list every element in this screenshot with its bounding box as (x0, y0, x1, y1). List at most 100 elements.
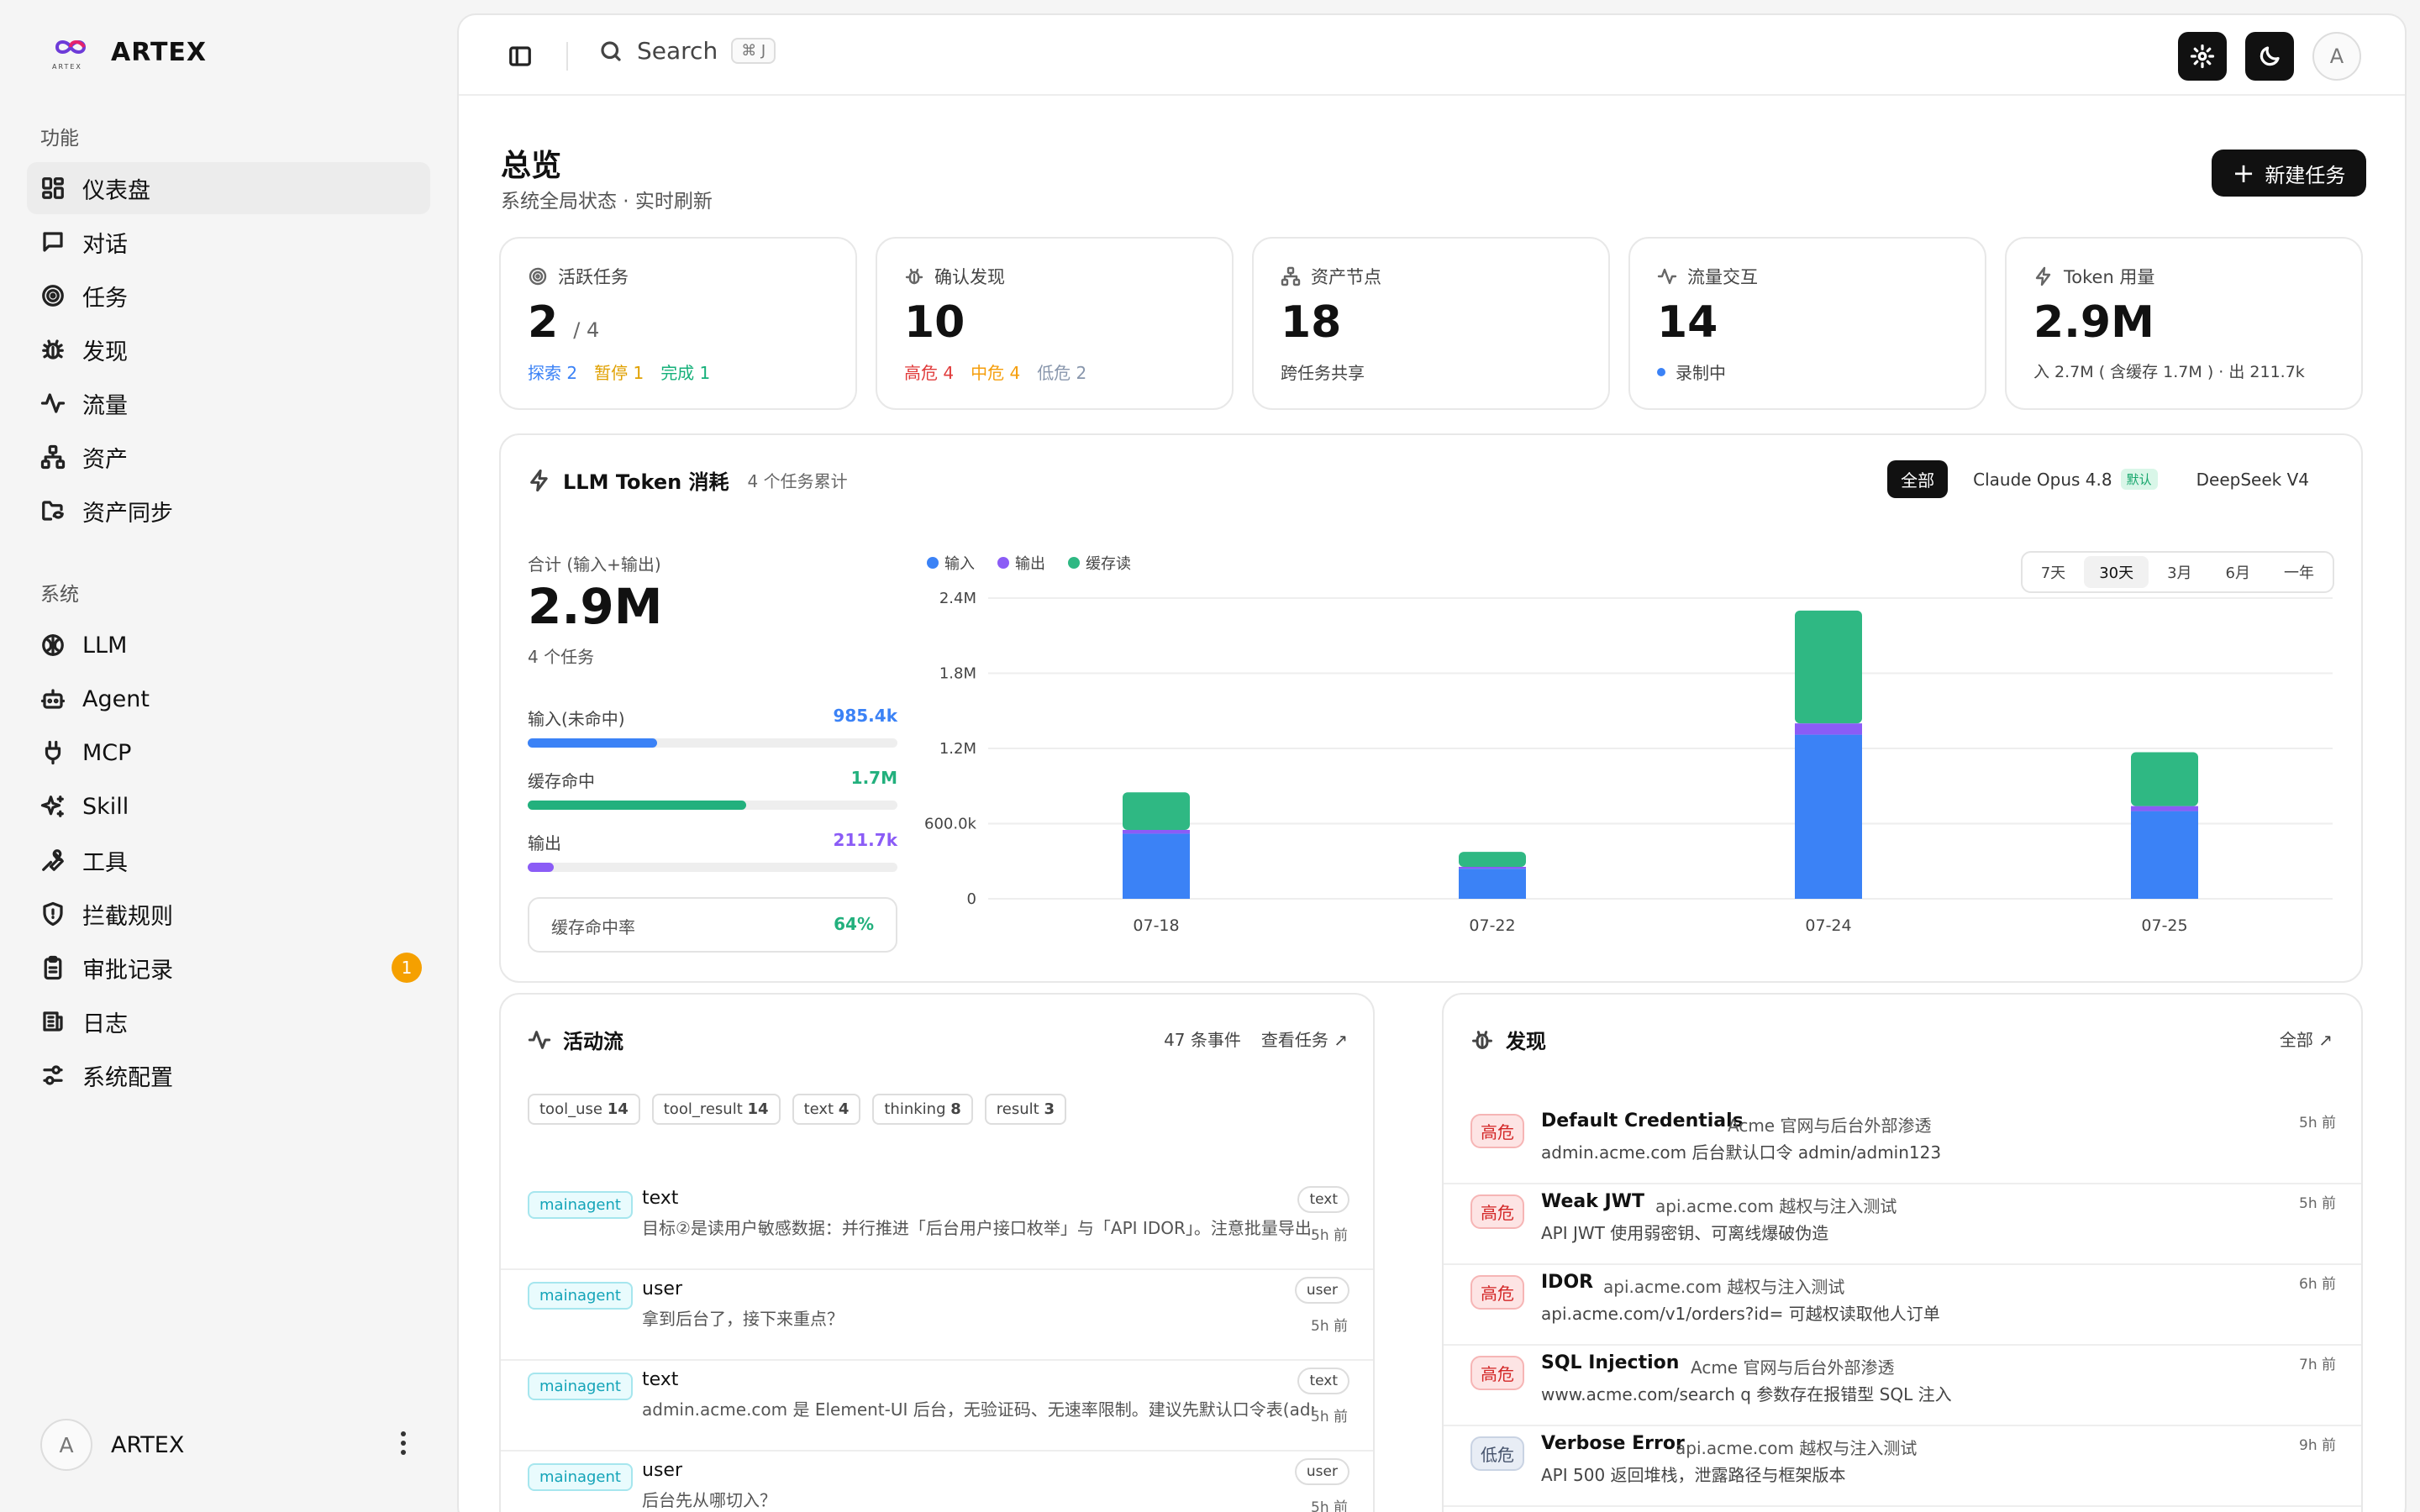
y-tick-label: 600.0k (924, 816, 977, 833)
view-all-link[interactable]: 全部 ↗ (2280, 1026, 2333, 1051)
filter-thinking[interactable]: thinking 8 (872, 1094, 973, 1125)
model-tab-label: Claude Opus 4.8 (1973, 469, 2112, 490)
stat-label: 确认发现 (934, 267, 1005, 287)
sidebar-item-label: 工具 (82, 849, 128, 876)
panel-subtitle: 4 个任务累计 (747, 471, 848, 491)
stat-card-assets[interactable]: 资产节点 18 跨任务共享 (1252, 237, 1610, 410)
stat-card-findings[interactable]: 确认发现 10 高危 4 中危 4 低危 2 (876, 237, 1234, 410)
activity-item[interactable]: mainagent user 后台先从哪切入？ user 5h 前 (501, 1452, 1373, 1512)
sidebar-item-label: 资产 (82, 446, 128, 473)
finding-item[interactable]: 高危 SQL Injection www.acme.com/search q 参… (1444, 1346, 2361, 1426)
sidebar-item-label: 对话 (82, 231, 128, 258)
sidebar-item-label: 发现 (82, 339, 128, 365)
bug-icon (42, 339, 64, 360)
finding-desc: api.acme.com/v1/orders?id= 可越权读取他人订单 (1541, 1304, 1940, 1324)
activity-badge: text (1297, 1368, 1349, 1394)
sidebar-item-tools[interactable]: 工具 (27, 834, 430, 886)
progress-fill-output (528, 863, 554, 872)
theme-toggle-button[interactable] (2245, 32, 2294, 81)
bar-segment (1459, 869, 1526, 899)
filter-result[interactable]: result 3 (984, 1094, 1066, 1125)
wrench-icon (42, 849, 64, 871)
range-tab-6m[interactable]: 6月 (2225, 564, 2250, 582)
progress-track (528, 801, 897, 810)
finding-desc: www.acme.com/search q 参数存在报错型 SQL 注入 (1541, 1384, 1952, 1404)
stat-label: Token 用量 (2064, 267, 2155, 287)
more-options-icon[interactable] (388, 1428, 418, 1458)
sidebar-item-logs[interactable]: 日志 (27, 995, 430, 1047)
filter-text[interactable]: text 4 (792, 1094, 861, 1125)
sidebar-item-intercept-rules[interactable]: 拦截规则 (27, 888, 430, 940)
avatar[interactable]: A (2312, 32, 2361, 81)
sidebar-item-dashboard[interactable]: 仪表盘 (27, 162, 430, 214)
activity-item[interactable]: mainagent text 目标②是读用户敏感数据：并行推进「后台用户接口枚举… (501, 1179, 1373, 1270)
range-tab-3m[interactable]: 3月 (2167, 564, 2192, 582)
sidebar-item-mcp[interactable]: MCP (27, 727, 430, 779)
stat-card-active-tasks[interactable]: 活跃任务 2 / 4 探索 2 暂停 1 完成 1 (499, 237, 857, 410)
y-tick-label: 0 (967, 890, 976, 908)
sidebar-item-findings[interactable]: 发现 (27, 323, 430, 375)
activity-item[interactable]: mainagent user 拿到后台了，接下来重点？ user 5h 前 (501, 1270, 1373, 1361)
finding-item[interactable]: 高危 Weak JWT API JWT 使用弱密钥、可离线爆破伪造 api.ac… (1444, 1184, 2361, 1265)
sidebar-item-traffic[interactable]: 流量 (27, 377, 430, 429)
sidebar-item-assets[interactable]: 资产 (27, 431, 430, 483)
sidebar-item-label: 资产同步 (82, 500, 173, 527)
filter-count: 14 (607, 1100, 629, 1118)
link-label: 全部 (2279, 1030, 2313, 1050)
breakdown-value: 1.7M (850, 768, 897, 788)
finding-item[interactable]: 高危 Default Credentials admin.acme.com 后台… (1444, 1104, 2361, 1184)
sidebar-item-tasks[interactable]: 任务 (27, 270, 430, 322)
finding-target: Acme 官网与后台外部渗透 (1691, 1357, 1895, 1378)
user-menu[interactable]: A ARTEX (40, 1419, 184, 1471)
severity-badge: 高危 (1470, 1194, 1524, 1229)
filter-tool-use[interactable]: tool_use 14 (528, 1094, 640, 1125)
sidebar-item-system-config[interactable]: 系统配置 (27, 1049, 430, 1101)
sidebar-item-llm[interactable]: LLM (27, 619, 430, 671)
model-tab-deepseek[interactable]: DeepSeek V4 (2196, 469, 2309, 490)
activity-badge: user (1294, 1277, 1349, 1304)
activity-type: text (642, 1188, 679, 1209)
model-tab-all[interactable]: 全部 (1887, 460, 1949, 498)
stat-label: 活跃任务 (558, 267, 629, 287)
sidebar-item-asset-sync[interactable]: 资产同步 (27, 485, 430, 537)
toggle-sidebar-button[interactable] (496, 32, 544, 81)
settings-button[interactable] (2178, 32, 2227, 81)
finding-item[interactable]: 高危 IDOR api.acme.com/v1/orders?id= 可越权读取… (1444, 1265, 2361, 1346)
sidebar-item-label: LLM (82, 632, 128, 659)
sidebar-item-approvals[interactable]: 审批记录 1 (27, 942, 430, 994)
new-task-button[interactable]: + 新建任务 (2212, 150, 2366, 197)
range-tab-7d[interactable]: 7天 (2040, 564, 2066, 582)
finding-item[interactable]: 低危 Verbose Error API 500 返回堆栈，泄露路径与框架版本 … (1444, 1426, 2361, 1507)
network-icon (1281, 266, 1301, 286)
severity-badge: 高危 (1470, 1356, 1524, 1390)
sidebar-item-chat[interactable]: 对话 (27, 216, 430, 268)
stat-card-tokens[interactable]: Token 用量 2.9M 入 2.7M ( 含缓存 1.7M ) · 出 21… (2005, 237, 2363, 410)
approval-count-badge: 1 (392, 953, 422, 983)
activity-item[interactable]: mainagent text admin.acme.com 是 Element-… (501, 1361, 1373, 1452)
range-tab-1y[interactable]: 一年 (2284, 564, 2314, 582)
token-usage-panel: LLM Token 消耗 4 个任务累计 全部 Claude Opus 4.8 默… (499, 433, 2363, 983)
y-tick-label: 1.2M (939, 740, 976, 758)
plus-icon: + (2232, 157, 2255, 189)
clipboard-icon (44, 955, 62, 980)
bar-segment (1123, 829, 1190, 834)
filter-tool-result[interactable]: tool_result 14 (651, 1094, 781, 1125)
range-tab-30d[interactable]: 30天 (2084, 556, 2149, 588)
stat-label: 资产节点 (1311, 267, 1381, 287)
sparkles-icon (40, 795, 64, 817)
view-tasks-link[interactable]: 查看任务 ↗ (1261, 1026, 1348, 1051)
model-tab-claude[interactable]: Claude Opus 4.8 默认 (1960, 462, 2171, 496)
stat-card-traffic[interactable]: 流量交互 14 录制中 (1628, 237, 1986, 410)
sidebar-item-skill[interactable]: Skill (27, 780, 430, 832)
findings-panel: 发现 全部 ↗ 高危 Default Credentials admin.acm… (1442, 993, 2363, 1512)
search-trigger[interactable]: Search ⌘ J (598, 37, 776, 65)
activity-filters: tool_use 14 tool_result 14 text 4 thinki… (528, 1094, 1066, 1125)
stat-value: 2.9M (2033, 297, 2154, 348)
sidebar-item-agent[interactable]: Agent (27, 673, 430, 725)
bar-segment (1795, 723, 1862, 735)
legend-swatch (1068, 557, 1080, 569)
app-logo[interactable]: ARTEX ARTEX (49, 34, 207, 71)
legend-label: 缓存读 (1086, 555, 1131, 573)
stat-sub: 录制中 (1676, 363, 1726, 383)
activity-time: 5h 前 (1311, 1318, 1348, 1335)
